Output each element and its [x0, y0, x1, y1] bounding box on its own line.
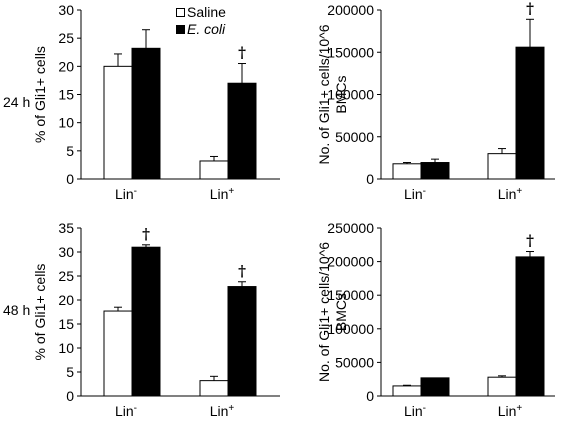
bar-ecoli — [227, 82, 257, 180]
y-tick-label: 50000 — [335, 129, 374, 145]
y-tick-label: 50000 — [335, 354, 374, 370]
bar-saline — [103, 65, 133, 180]
y-tick-label: 25 — [58, 30, 74, 46]
y-tick-label: 150000 — [327, 44, 374, 60]
y-tick-label: 200000 — [327, 254, 374, 270]
category-label: Lin- — [115, 186, 137, 202]
y-tick-label: 100000 — [327, 87, 374, 103]
bar-ecoli — [515, 256, 545, 397]
category-label: Lin+ — [210, 186, 235, 202]
significance-dagger: † — [142, 225, 150, 243]
bar-saline — [103, 310, 133, 397]
category-label: Lin- — [404, 403, 426, 419]
bar-ecoli — [131, 47, 161, 180]
y-tick-label: 10 — [58, 115, 74, 131]
y-axis-label: No. of Gli1+ cells/10^6 — [316, 24, 332, 164]
category-label: Lin+ — [498, 186, 523, 202]
legend-swatch-ecoli — [176, 25, 185, 34]
bar-saline — [487, 376, 517, 397]
legend-swatch-saline — [176, 8, 185, 17]
y-tick-label: 100000 — [327, 321, 374, 337]
row-label-24h: 24 h — [3, 94, 31, 110]
y-tick-label: 30 — [58, 2, 74, 18]
category-label: Lin+ — [210, 403, 235, 419]
significance-dagger: † — [238, 44, 246, 62]
bar-ecoli — [420, 162, 450, 180]
y-axis-label: % of Gli1+ cells — [32, 46, 48, 143]
legend-label-ecoli: E. coli — [187, 21, 226, 37]
y-axis-label: BMCs — [333, 75, 349, 113]
significance-dagger: † — [526, 232, 534, 250]
y-tick-label: 25 — [58, 268, 74, 284]
category-label: Lin- — [404, 186, 426, 202]
row-label-48h: 48 h — [3, 302, 31, 318]
y-axis-label: No. of Gli1+ cells/10^6 — [316, 242, 332, 382]
bar-ecoli — [227, 286, 257, 397]
y-tick-label: 0 — [66, 388, 74, 404]
y-tick-label: 0 — [366, 171, 374, 187]
y-tick-label: 0 — [366, 388, 374, 404]
bar-ecoli — [131, 246, 161, 397]
bar-saline — [199, 380, 229, 397]
y-tick-label: 20 — [58, 292, 74, 308]
y-tick-label: 35 — [58, 220, 74, 236]
significance-dagger: † — [526, 0, 534, 17]
y-axis-label: BMCs — [333, 293, 349, 331]
y-tick-label: 5 — [66, 364, 74, 380]
y-tick-label: 10 — [58, 340, 74, 356]
bar-ecoli — [515, 46, 545, 180]
bar-saline — [487, 153, 517, 180]
y-tick-label: 200000 — [327, 2, 374, 18]
bar-saline — [199, 160, 229, 180]
y-tick-label: 5 — [66, 143, 74, 159]
y-axis-label: % of Gli1+ cells — [32, 264, 48, 361]
y-tick-label: 250000 — [327, 220, 374, 236]
y-tick-label: 15 — [58, 316, 74, 332]
y-tick-label: 0 — [66, 171, 74, 187]
legend-item-saline: Saline — [176, 4, 226, 21]
legend-label-saline: Saline — [187, 4, 226, 20]
bar-ecoli — [420, 377, 450, 397]
y-tick-label: 15 — [58, 87, 74, 103]
y-tick-label: 150000 — [327, 287, 374, 303]
bar-saline — [392, 163, 422, 180]
significance-dagger: † — [238, 262, 246, 280]
legend-item-ecoli: E. coli — [176, 21, 226, 38]
legend: Saline E. coli — [176, 4, 226, 38]
category-label: Lin- — [115, 403, 137, 419]
y-tick-label: 20 — [58, 58, 74, 74]
y-tick-label: 30 — [58, 244, 74, 260]
category-label: Lin+ — [498, 403, 523, 419]
bar-saline — [392, 385, 422, 397]
